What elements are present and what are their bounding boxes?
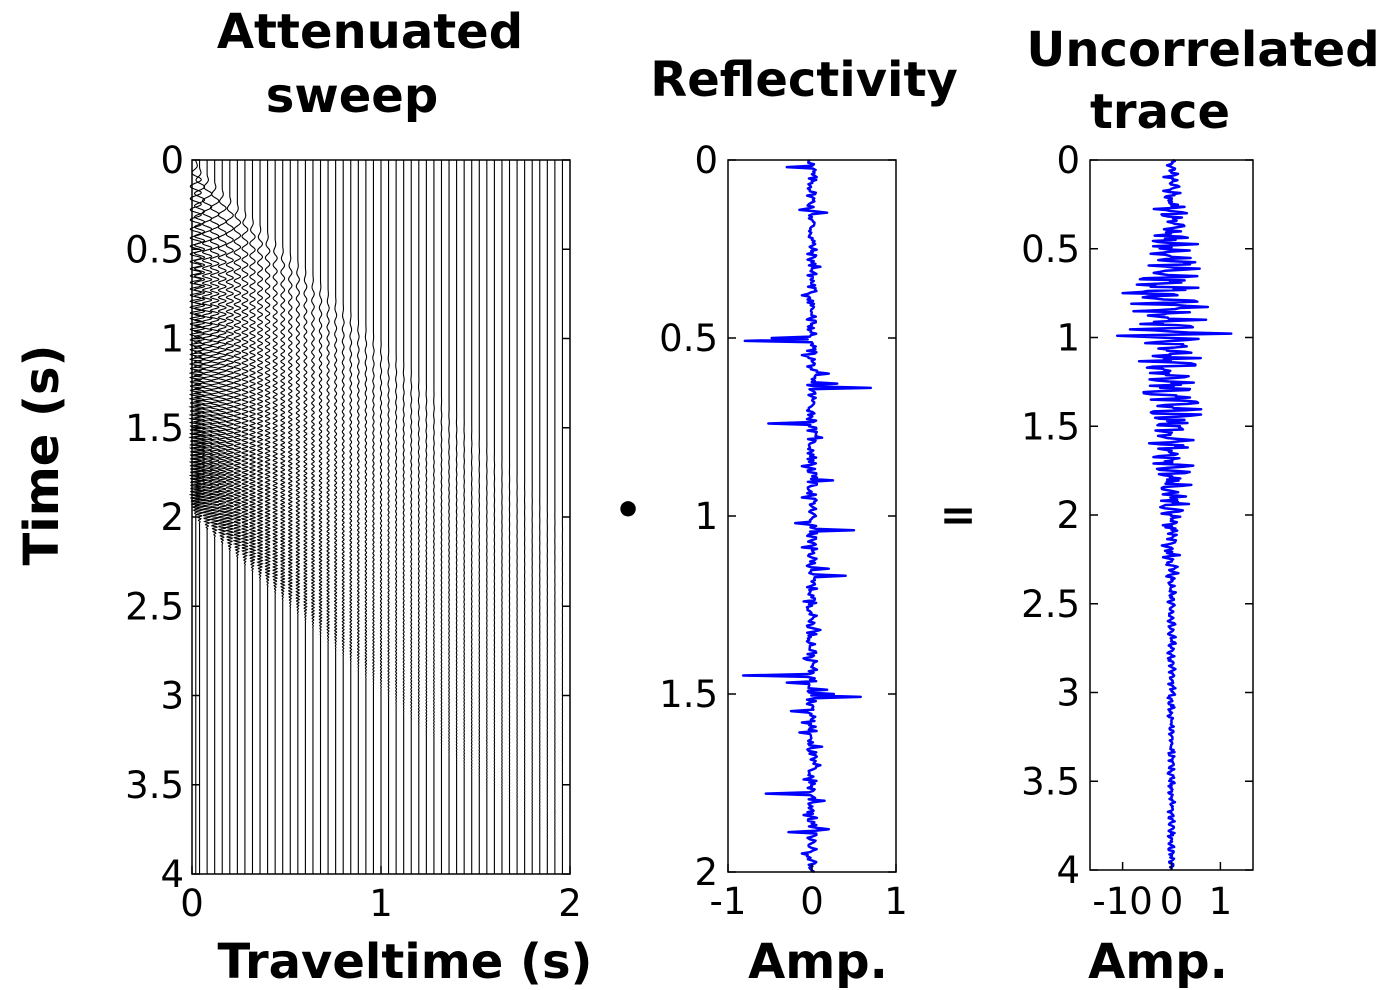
reflectivity-xtick-tick-label: -1 [710, 880, 747, 923]
reflectivity-xticks: -1 0 1 [710, 864, 908, 923]
sweep-trace [341, 160, 345, 874]
uncorrelated-ytick-tick-label: 3 [1056, 672, 1080, 715]
uncorrelated-xticks: -10 0 1 [1092, 862, 1232, 923]
sweep-trace [287, 160, 293, 874]
sweep-trace [395, 160, 398, 874]
sweep-trace [224, 160, 236, 874]
sweep-ytick-tick-label: 0 [160, 139, 184, 182]
sweep-trace [333, 160, 338, 874]
uncorrelated-ytick-tick-label: 2 [1056, 494, 1080, 537]
uncorrelated-ytick-tick-label: 2.5 [1021, 583, 1080, 626]
uncorrelated-xtick-tick-label: 0 [1160, 880, 1184, 923]
sweep-trace [410, 160, 413, 874]
sweep-trace [440, 160, 443, 874]
reflectivity-title: Reflectivity [650, 52, 957, 108]
sweep-traces [188, 159, 564, 874]
sweep-trace [240, 160, 250, 874]
sweep-ytick-tick-label: 3.5 [125, 764, 184, 807]
reflectivity-ytick-tick-label: 1 [694, 495, 718, 538]
sweep-ylabel: Time (s) [14, 345, 70, 566]
uncorrelated-ytick-tick-label: 4 [1056, 849, 1080, 892]
reflectivity-ytick-tick-label: 0.5 [659, 317, 718, 360]
sweep-title-line1: Attenuated [217, 4, 523, 60]
sweep-trace [208, 160, 221, 874]
sweep-trace [326, 160, 330, 874]
uncorrelated-title-line2: trace [1090, 84, 1230, 140]
sweep-xtick-tick-label: 1 [369, 882, 393, 925]
sweep-trace [379, 160, 383, 874]
sweep-panel: Attenuated sweep 0 0.5 1 1.5 2 2.5 3 3.5 4 0 1 2 T… [14, 4, 592, 990]
sweep-trace [417, 160, 420, 874]
sweep-trace [271, 160, 279, 874]
sweep-xticks: 0 1 2 [180, 866, 582, 925]
sweep-trace [303, 160, 308, 874]
sweep-trace [372, 160, 375, 874]
uncorrelated-panel: Uncorrelated trace 0 0.5 1 1.5 2 2.5 3 3.5 4 -10… [1021, 22, 1379, 990]
sweep-trace [364, 160, 368, 874]
sweep-trace [349, 160, 353, 874]
multiply-operator: • [614, 485, 642, 536]
sweep-xtick-tick-label: 2 [558, 882, 582, 925]
reflectivity-series [741, 159, 873, 874]
uncorrelated-title-line1: Uncorrelated [1026, 22, 1379, 78]
uncorrelated-xlabel: Amp. [1088, 934, 1228, 990]
sweep-ytick-tick-label: 1.5 [125, 407, 184, 450]
reflectivity-ytick-tick-label: 2 [694, 851, 718, 894]
sweep-yticks: 0 0.5 1 1.5 2 2.5 3 3.5 4 [125, 139, 570, 896]
sweep-trace [356, 160, 360, 874]
sweep-trace [256, 160, 264, 874]
sweep-trace [425, 160, 428, 874]
reflectivity-xtick-tick-label: 1 [884, 880, 908, 923]
sweep-ytick-tick-label: 3 [160, 675, 184, 718]
uncorrelated-ytick-tick-label: 0.5 [1021, 228, 1080, 271]
uncorrelated-ytick-tick-label: 1 [1056, 317, 1080, 360]
uncorrelated-xtick-tick-label: -10 [1092, 880, 1152, 923]
reflectivity-ytick-tick-label: 0 [694, 139, 718, 182]
sweep-trace [248, 160, 257, 874]
uncorrelated-ytick-tick-label: 0 [1056, 139, 1080, 182]
reflectivity-xtick-tick-label: 0 [800, 880, 824, 923]
sweep-trace [318, 160, 323, 874]
uncorrelated-ytick-tick-label: 3.5 [1021, 760, 1080, 803]
sweep-trace [232, 160, 243, 874]
sweep-ytick-tick-label: 2.5 [125, 585, 184, 628]
equals-operator: = [940, 490, 977, 541]
sweep-trace [402, 160, 405, 874]
uncorrelated-yticks: 0 0.5 1 1.5 2 2.5 3 3.5 4 [1021, 139, 1253, 892]
sweep-trace [295, 160, 301, 874]
sweep-trace [264, 160, 271, 874]
reflectivity-ytick-tick-label: 1.5 [659, 673, 718, 716]
uncorrelated-ytick-tick-label: 1.5 [1021, 405, 1080, 448]
reflectivity-yticks: 0 0.5 1 1.5 2 [659, 139, 896, 894]
sweep-ytick-tick-label: 1 [160, 318, 184, 361]
sweep-xtick-tick-label: 0 [180, 882, 204, 925]
sweep-trace [310, 160, 316, 874]
sweep-trace [448, 160, 450, 874]
sweep-trace [200, 160, 214, 874]
sweep-ytick-tick-label: 0.5 [125, 228, 184, 271]
sweep-title-line2: sweep [266, 68, 438, 124]
uncorrelated-xtick-tick-label: 1 [1209, 880, 1233, 923]
sweep-ytick-tick-label: 4 [160, 853, 184, 896]
sweep-trace [433, 160, 435, 874]
sweep-ytick-tick-label: 2 [160, 496, 184, 539]
sweep-trace [279, 160, 286, 874]
reflectivity-xlabel: Amp. [748, 934, 888, 990]
sweep-xlabel: Traveltime (s) [218, 934, 593, 990]
uncorrelated-series [1115, 158, 1233, 870]
sweep-trace [216, 160, 228, 874]
sweep-trace [387, 160, 390, 874]
reflectivity-panel: Reflectivity 0 0.5 1 1.5 2 -1 0 1 Amp. [650, 52, 957, 990]
